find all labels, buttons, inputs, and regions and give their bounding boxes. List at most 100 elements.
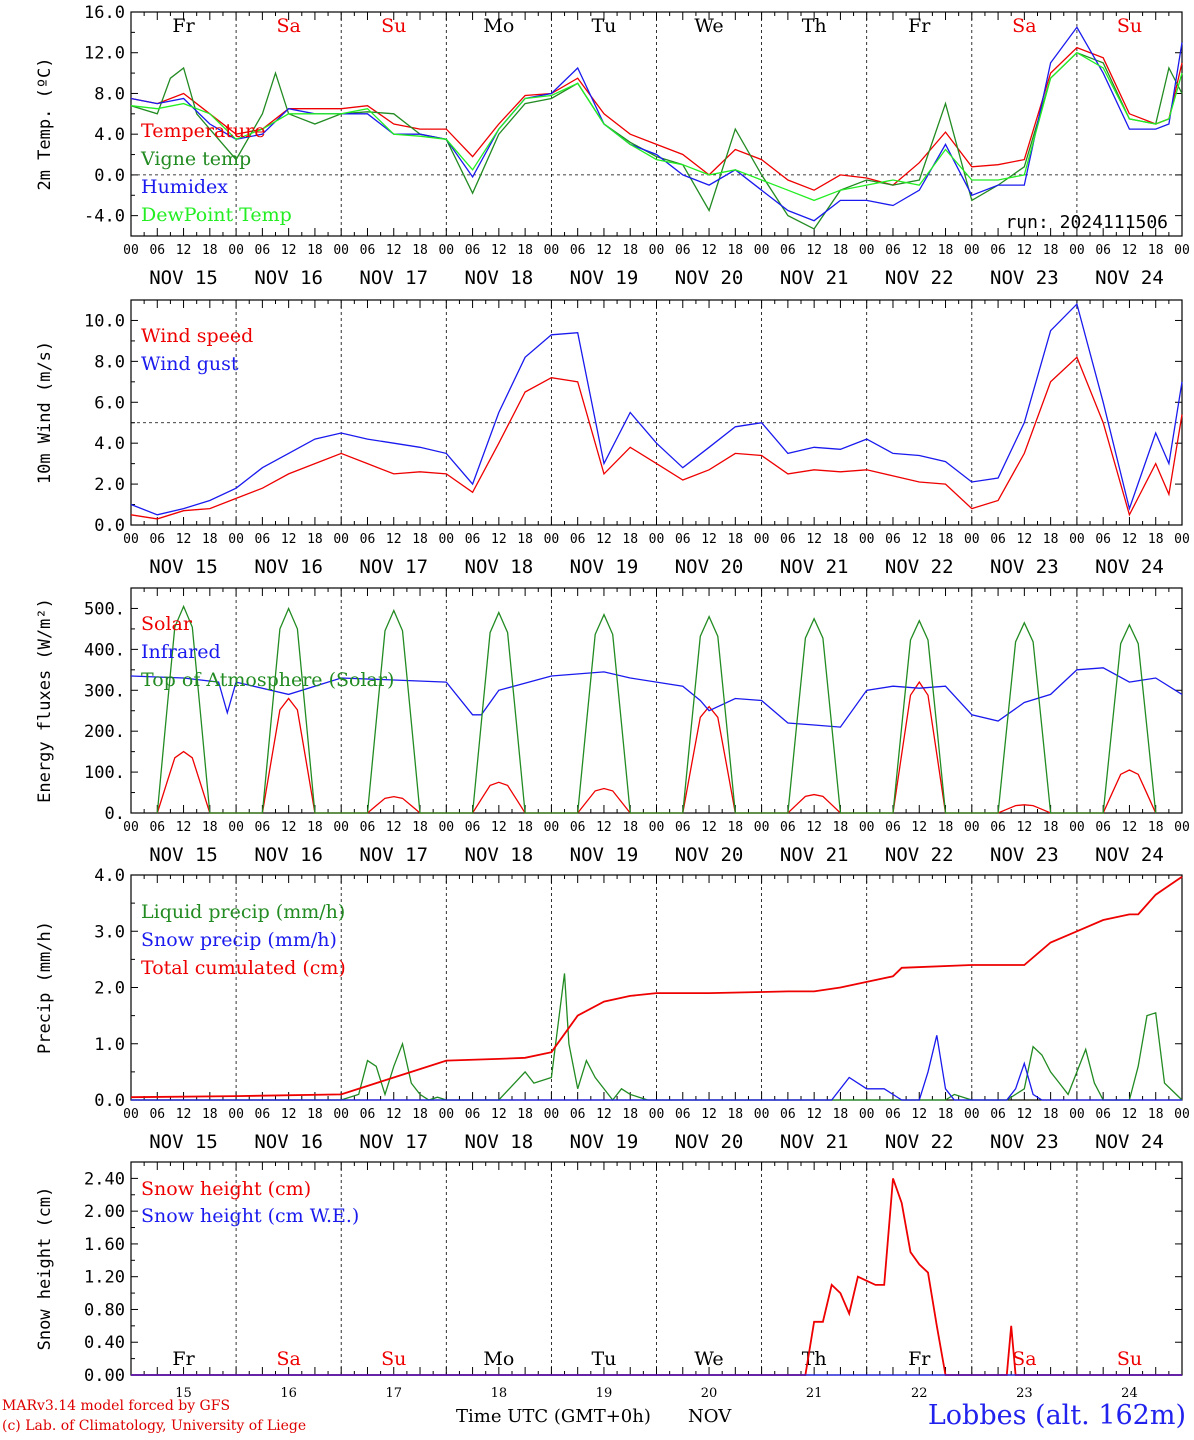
x-hour-label: 00 <box>649 820 665 835</box>
snow-y-axis-label: Snow height (cm) <box>35 1187 55 1351</box>
x-hour-label: 00 <box>544 820 560 835</box>
x-date-label: NOV 23 <box>990 267 1059 289</box>
x-hour-label: 12 <box>806 820 822 835</box>
x-hour-label: 00 <box>123 820 139 835</box>
x-hour-label: 06 <box>990 1107 1006 1122</box>
x-hour-label: 12 <box>491 820 507 835</box>
y-tick-label: 3.0 <box>94 922 125 942</box>
x-hour-label: 12 <box>1122 1107 1138 1122</box>
x-hour-label: 18 <box>833 532 849 547</box>
x-hour-label: 06 <box>255 1107 271 1122</box>
x-hour-label: 12 <box>176 820 192 835</box>
x-hour-label: 00 <box>228 1107 244 1122</box>
legend-entry: Total cumulated (cm) <box>141 957 346 979</box>
y-tick-label: 100. <box>84 763 125 783</box>
x-date-label: NOV 17 <box>359 844 428 866</box>
x-hour-label: 18 <box>727 243 743 258</box>
x-hour-label: 18 <box>622 243 638 258</box>
x-hour-label: 18 <box>1043 1107 1059 1122</box>
energy-series-top-of-atmosphere-solar <box>156 604 1157 814</box>
x-hour-label: 18 <box>622 820 638 835</box>
weekday-label: Mo <box>483 15 514 37</box>
x-hour-label: 18 <box>727 1107 743 1122</box>
x-hour-label: 00 <box>1069 243 1085 258</box>
x-hour-label: 18 <box>622 1107 638 1122</box>
x-hour-label: 06 <box>570 532 586 547</box>
x-hour-label: 00 <box>333 1107 349 1122</box>
weekday-label: Su <box>381 1348 406 1370</box>
x-hour-label: 00 <box>438 243 454 258</box>
x-hour-label: 12 <box>1017 243 1033 258</box>
weekday-label: Fr <box>908 15 931 37</box>
x-hour-label: 18 <box>1148 1107 1164 1122</box>
x-hour-label: 18 <box>202 1107 218 1122</box>
x-hour-label: 00 <box>123 532 139 547</box>
x-hour-label: 06 <box>675 1107 691 1122</box>
x-hour-label: 06 <box>149 532 165 547</box>
x-date-label: NOV 15 <box>149 844 218 866</box>
x-hour-label: 00 <box>1069 532 1085 547</box>
x-hour-label: 00 <box>1174 243 1190 258</box>
y-tick-label: 0.40 <box>84 1333 125 1353</box>
day-number-label: 18 <box>491 1386 508 1400</box>
x-hour-label: 06 <box>465 1107 481 1122</box>
x-date-label: NOV 18 <box>465 556 534 578</box>
legend-entry: Wind speed <box>141 325 253 347</box>
x-date-label: NOV 22 <box>885 844 954 866</box>
legend-entry: DewPoint Temp <box>141 204 292 226</box>
x-hour-label: 18 <box>202 820 218 835</box>
weekday-label: Fr <box>172 1348 195 1370</box>
energy-y-axis-label: Energy fluxes (W/m²) <box>35 598 55 803</box>
x-hour-label: 12 <box>911 1107 927 1122</box>
x-hour-label: 06 <box>885 820 901 835</box>
x-hour-label: 06 <box>360 532 376 547</box>
x-date-label: NOV 18 <box>465 844 534 866</box>
x-hour-label: 18 <box>938 532 954 547</box>
y-tick-label: -4.0 <box>84 207 125 227</box>
day-number-label: 21 <box>806 1386 823 1400</box>
x-hour-label: 12 <box>1017 532 1033 547</box>
y-tick-label: 0.0 <box>94 166 125 186</box>
x-date-label: NOV 22 <box>885 1131 954 1153</box>
y-tick-label: 0.0 <box>94 516 125 536</box>
x-hour-label: 12 <box>386 820 402 835</box>
y-tick-label: 0.80 <box>84 1300 125 1320</box>
x-hour-label: 06 <box>465 820 481 835</box>
x-date-label: NOV 19 <box>570 267 639 289</box>
wind-series-wind-speed <box>130 356 1183 520</box>
x-hour-label: 00 <box>964 1107 980 1122</box>
precip-series-liquid-precip-mm-h <box>131 973 1183 1102</box>
x-date-label: NOV 17 <box>359 1131 428 1153</box>
legend-entry: Liquid precip (mm/h) <box>141 901 345 923</box>
x-hour-label: 06 <box>149 820 165 835</box>
x-date-label: NOV 20 <box>675 267 744 289</box>
x-hour-label: 12 <box>176 243 192 258</box>
x-hour-label: 00 <box>228 820 244 835</box>
weekday-label: We <box>694 15 723 37</box>
y-tick-label: 0.00 <box>84 1366 125 1386</box>
x-date-label: NOV 23 <box>990 556 1059 578</box>
x-date-label: NOV 24 <box>1095 1131 1164 1153</box>
x-hour-label: 06 <box>465 532 481 547</box>
x-hour-label: 06 <box>360 243 376 258</box>
x-hour-label: 06 <box>1095 820 1111 835</box>
weekday-label: Tu <box>591 1348 616 1370</box>
x-hour-label: 00 <box>754 1107 770 1122</box>
x-hour-label: 00 <box>649 1107 665 1122</box>
y-tick-label: 12.0 <box>84 44 125 64</box>
x-hour-label: 12 <box>281 1107 297 1122</box>
wind-y-axis-label: 10m Wind (m/s) <box>35 341 55 484</box>
x-hour-label: 12 <box>386 532 402 547</box>
y-tick-label: 2.00 <box>84 1202 125 1222</box>
x-date-label: NOV 21 <box>780 267 849 289</box>
y-tick-label: 8.0 <box>94 84 125 104</box>
x-date-label: NOV 18 <box>465 267 534 289</box>
legend-entry: Infrared <box>141 641 221 663</box>
x-date-label: NOV 16 <box>254 267 323 289</box>
x-date-label: NOV 17 <box>359 267 428 289</box>
x-hour-label: 06 <box>570 820 586 835</box>
x-date-label: NOV 19 <box>570 1131 639 1153</box>
legend-entry: Humidex <box>141 176 228 198</box>
x-hour-label: 18 <box>938 820 954 835</box>
x-hour-label: 00 <box>964 820 980 835</box>
